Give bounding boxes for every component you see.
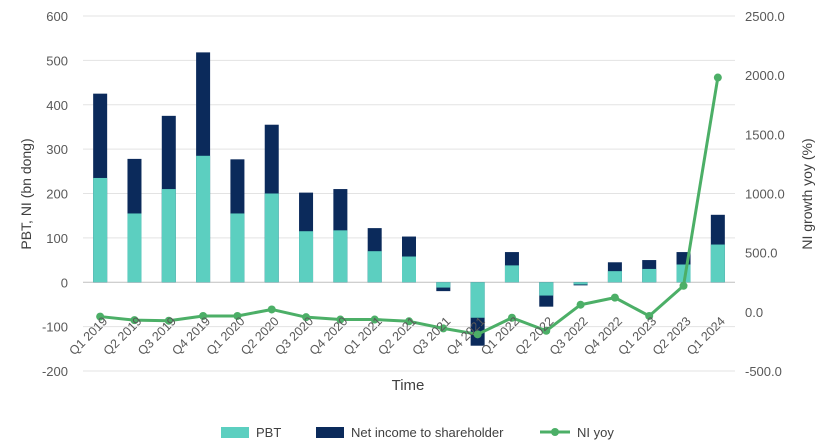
ni-yoy-point (130, 316, 139, 325)
bar-pbt (299, 231, 314, 283)
ni-yoy-point (645, 311, 654, 320)
ni-yoy-point (199, 311, 208, 320)
y-right-tick-label: 0.0 (745, 305, 763, 320)
bar-pbt (504, 265, 519, 283)
bar-pbt (470, 282, 485, 318)
right-axis-title: NI growth yoy (%) (799, 138, 815, 249)
ni-yoy-polyline (100, 77, 720, 336)
legend-item: PBT (221, 425, 281, 440)
y-left-tick-label: 400 (46, 98, 68, 113)
ni-yoy-point (473, 330, 482, 339)
y-left-tick-label: 100 (46, 231, 68, 246)
y-left-tick-label: 600 (46, 9, 68, 24)
ni-yoy-point (370, 315, 379, 324)
bar-pbt (402, 256, 416, 283)
y-left-tick-label: -100 (42, 320, 68, 335)
legend-label: Net income to shareholder (351, 425, 504, 440)
bar-pbt (93, 177, 108, 283)
bar-pbt (642, 268, 657, 283)
legend-swatch-marker (551, 428, 559, 436)
y-left-tick-label: 500 (46, 53, 68, 68)
ni-yoy-point (679, 281, 688, 290)
bar-pbt (230, 213, 245, 283)
bar-pbt (333, 230, 348, 283)
ni-yoy-point (610, 293, 619, 302)
ni-yoy-point (96, 312, 105, 321)
x-tick-label: Q1 2024 (684, 314, 728, 358)
y-right-tick-label: 500.0 (745, 246, 778, 261)
legend-item: NI yoy (540, 425, 614, 440)
legend-label: PBT (256, 425, 281, 440)
bars (93, 52, 725, 346)
y-left-tick-label: 300 (46, 142, 68, 157)
left-axis-title: PBT, NI (bn dong) (18, 138, 34, 249)
bar-pbt (539, 282, 554, 296)
ni-yoy-point (576, 300, 585, 309)
bar-pbt (196, 155, 211, 283)
bar-pbt (264, 193, 279, 283)
bar-pbt (573, 282, 588, 285)
ni-yoy-point (267, 305, 276, 314)
legend-swatch (221, 427, 249, 438)
bar-pbt (607, 271, 622, 283)
y-right-tick-label: 2500.0 (745, 9, 785, 24)
y-right-tick-label: -500.0 (745, 364, 782, 379)
y-right-tick-label: 2000.0 (745, 68, 785, 83)
ni-yoy-point (336, 315, 345, 324)
ni-yoy-line (96, 73, 722, 339)
y-right-tick-label: 1000.0 (745, 187, 785, 202)
ni-yoy-point (542, 326, 551, 335)
bar-pbt (127, 213, 142, 283)
y-right-tick-label: 1500.0 (745, 127, 785, 142)
ni-yoy-point (439, 324, 448, 333)
legend-swatch (316, 427, 344, 438)
legend: PBT Net income to shareholder NI yoy (221, 425, 614, 440)
y-left-tick-label: -200 (42, 364, 68, 379)
y-left-tick-label: 0 (61, 275, 68, 290)
ni-yoy-point (233, 311, 242, 320)
ni-yoy-point (713, 73, 722, 82)
ni-yoy-point (164, 316, 173, 325)
y-left-tick-label: 200 (46, 187, 68, 202)
ni-yoy-point (507, 313, 516, 322)
bar-pbt (367, 251, 382, 283)
legend-label: NI yoy (577, 425, 614, 440)
bar-pbt (710, 244, 725, 283)
x-axis-title: Time (392, 377, 425, 394)
ni-yoy-point (405, 317, 413, 326)
bar-pbt (436, 282, 451, 288)
bar-pbt (161, 189, 176, 283)
legend-item: Net income to shareholder (316, 425, 504, 440)
ni-yoy-point (302, 313, 311, 322)
